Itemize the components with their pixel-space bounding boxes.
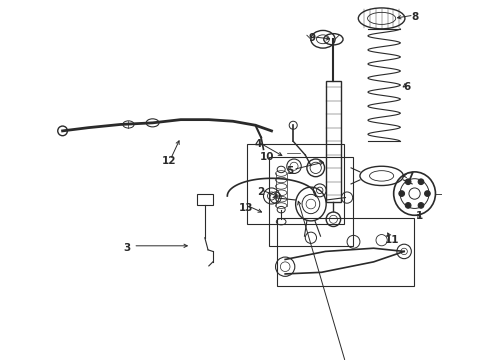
Circle shape <box>405 179 411 185</box>
Text: 9: 9 <box>308 33 315 44</box>
Text: 3: 3 <box>123 243 130 253</box>
Text: 5: 5 <box>286 166 294 176</box>
Bar <box>247 144 344 224</box>
Text: 8: 8 <box>412 12 419 22</box>
Text: 2: 2 <box>257 187 264 197</box>
Bar <box>326 81 341 202</box>
Text: 10: 10 <box>259 152 274 162</box>
Text: 11: 11 <box>385 235 399 245</box>
Text: 13: 13 <box>239 203 253 213</box>
Circle shape <box>399 191 405 197</box>
Circle shape <box>405 203 411 208</box>
Circle shape <box>425 191 430 197</box>
Text: 7: 7 <box>406 172 414 183</box>
Text: 4: 4 <box>255 139 262 149</box>
Bar <box>269 157 353 246</box>
Text: 12: 12 <box>161 157 176 166</box>
Circle shape <box>418 203 424 208</box>
Text: 1: 1 <box>416 211 423 221</box>
Bar <box>277 218 414 286</box>
Text: 6: 6 <box>404 82 411 93</box>
Bar <box>197 194 213 205</box>
Circle shape <box>418 179 424 185</box>
